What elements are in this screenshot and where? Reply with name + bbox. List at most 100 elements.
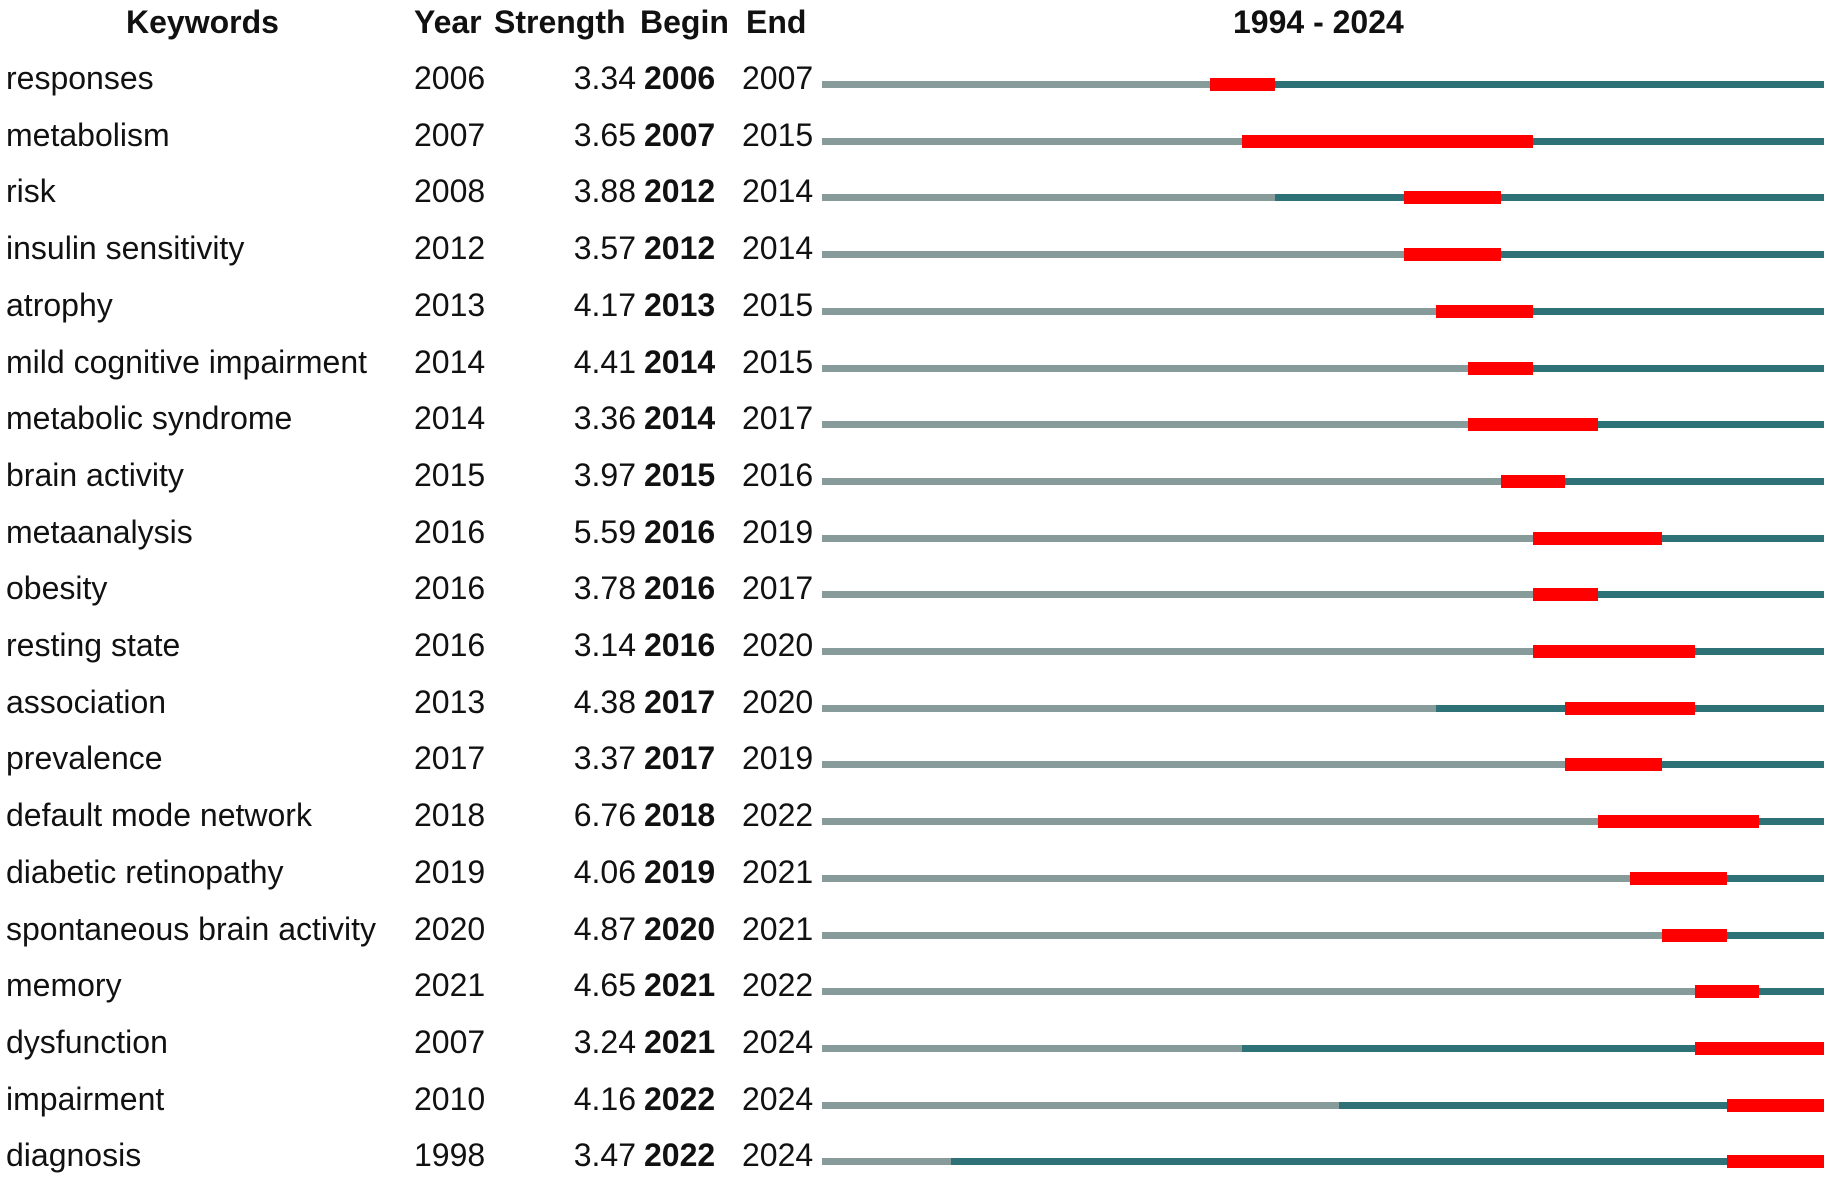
- active-segment: [1533, 137, 1824, 145]
- pre-appearance-segment: [822, 307, 1437, 315]
- begin-year: 2019: [644, 853, 716, 890]
- begin-year: 2006: [644, 60, 716, 96]
- begin-year: 2022: [644, 1080, 716, 1117]
- keyword-label: impairment: [6, 1080, 165, 1117]
- pre-appearance-segment: [822, 137, 1243, 145]
- keyword-label: obesity: [6, 570, 108, 607]
- burst-segment: [1533, 531, 1663, 545]
- strength-value: 4.87: [573, 910, 636, 947]
- table-row: metabolism 2007 3.65 2007 2015: [0, 107, 1831, 164]
- keyword-label: responses: [6, 60, 154, 96]
- pre-appearance-segment: [822, 534, 1534, 542]
- strength-value: 5.59: [573, 513, 636, 550]
- burst-segment: [1662, 928, 1728, 942]
- active-segment: [1597, 421, 1824, 429]
- burst-segment: [1533, 588, 1598, 602]
- end-year: 2021: [742, 853, 814, 890]
- burst-timeline: [822, 531, 1824, 545]
- strength-value: 4.41: [573, 343, 636, 380]
- active-segment: [1500, 194, 1824, 202]
- burst-timeline: [822, 248, 1824, 262]
- header-begin: Begin: [640, 4, 729, 40]
- begin-year: 2014: [644, 400, 716, 437]
- burst-timeline: [822, 758, 1824, 772]
- end-year: 2016: [742, 456, 814, 493]
- year-value: 2012: [414, 230, 486, 267]
- keyword-label: atrophy: [6, 286, 113, 323]
- burst-segment: [1468, 361, 1534, 375]
- end-year: 2017: [742, 570, 814, 607]
- active-segment: [1694, 704, 1824, 712]
- keyword-label: association: [6, 683, 167, 720]
- active-segment: [1597, 591, 1824, 599]
- strength-value: 3.37: [573, 740, 636, 777]
- keyword-label: default mode network: [6, 797, 312, 834]
- pre-appearance-segment: [822, 251, 1404, 259]
- begin-year: 2012: [644, 230, 716, 267]
- end-year: 2024: [742, 1023, 814, 1060]
- year-value: 2020: [414, 910, 486, 947]
- strength-value: 3.34: [573, 60, 636, 96]
- burst-timeline: [822, 134, 1824, 148]
- pre-appearance-segment: [822, 761, 1566, 769]
- active-segment: [1694, 648, 1824, 655]
- burst-segment: [1630, 871, 1728, 885]
- keyword-label: metabolism: [6, 116, 170, 153]
- strength-value: 6.76: [573, 797, 636, 834]
- end-year: 2019: [742, 740, 814, 777]
- year-value: 2016: [414, 513, 486, 550]
- pre-appearance-segment: [822, 1044, 1243, 1052]
- end-year: 2007: [742, 60, 814, 96]
- end-year: 2019: [742, 513, 814, 550]
- header-period: 1994 - 2024: [1233, 4, 1404, 40]
- burst-timeline: [822, 474, 1824, 488]
- active-segment: [1436, 704, 1566, 712]
- begin-year: 2015: [644, 456, 716, 493]
- strength-value: 3.14: [573, 627, 636, 663]
- pre-appearance-segment: [822, 364, 1469, 372]
- end-year: 2017: [742, 400, 814, 437]
- table-row: insulin sensitivity 2012 3.57 2012 2014: [0, 220, 1831, 277]
- burst-timeline: [822, 361, 1824, 375]
- year-value: 2013: [414, 286, 486, 323]
- burst-timeline: [822, 701, 1824, 715]
- header-end: End: [746, 4, 807, 40]
- end-year: 2014: [742, 173, 814, 210]
- keyword-label: memory: [6, 967, 122, 1004]
- burst-segment: [1694, 985, 1760, 999]
- table-row: prevalence 2017 3.37 2017 2019: [0, 730, 1831, 787]
- table-row: association 2013 4.38 2017 2020: [0, 674, 1831, 731]
- pre-appearance-segment: [822, 591, 1534, 599]
- pre-appearance-segment: [822, 81, 1210, 88]
- begin-year: 2013: [644, 286, 716, 323]
- year-value: 2007: [414, 1023, 486, 1060]
- keyword-label: risk: [6, 173, 56, 210]
- active-segment: [1759, 988, 1824, 996]
- strength-value: 3.57: [573, 230, 636, 267]
- pre-appearance-segment: [822, 477, 1501, 485]
- end-year: 2021: [742, 910, 814, 947]
- year-value: 2015: [414, 456, 486, 493]
- pre-appearance-segment: [822, 1158, 952, 1166]
- table-row: responses 2006 3.34 2006 2007: [0, 50, 1831, 107]
- burst-segment: [1727, 1098, 1824, 1112]
- burst-timeline: [822, 871, 1824, 885]
- keyword-label: prevalence: [6, 740, 163, 777]
- pre-appearance-segment: [822, 988, 1695, 996]
- burst-segment: [1500, 474, 1566, 488]
- keyword-label: metabolic syndrome: [6, 400, 293, 437]
- table-row: memory 2021 4.65 2021 2022: [0, 957, 1831, 1014]
- burst-timeline: [822, 645, 1824, 658]
- keyword-label: diagnosis: [6, 1137, 142, 1174]
- active-segment: [1727, 874, 1824, 882]
- begin-year: 2016: [644, 513, 716, 550]
- begin-year: 2022: [644, 1137, 716, 1174]
- pre-appearance-segment: [822, 874, 1631, 882]
- begin-year: 2021: [644, 967, 716, 1004]
- pre-appearance-segment: [822, 818, 1598, 826]
- burst-segment: [1468, 418, 1598, 432]
- begin-year: 2016: [644, 627, 716, 663]
- year-value: 2018: [414, 797, 486, 834]
- keyword-label: metaanalysis: [6, 513, 193, 550]
